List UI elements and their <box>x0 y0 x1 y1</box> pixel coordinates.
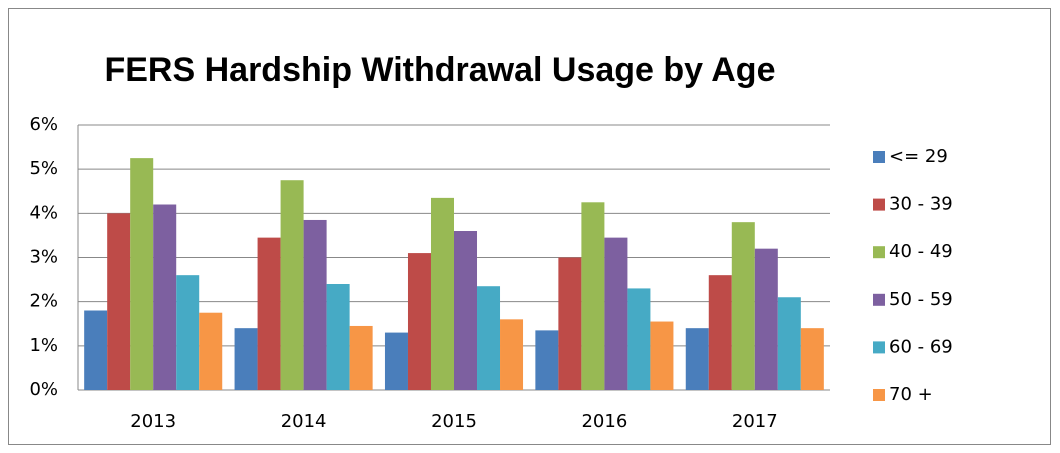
bar <box>708 275 732 390</box>
y-tick-label: 5% <box>29 158 58 179</box>
x-tick-label: 2016 <box>581 411 627 432</box>
legend-label: 60 - 69 <box>889 336 953 357</box>
bar <box>407 253 431 390</box>
x-tick-label: 2017 <box>732 411 778 432</box>
y-tick-label: 0% <box>29 379 58 400</box>
bar <box>604 237 628 390</box>
bar <box>303 219 327 390</box>
bar <box>326 284 350 390</box>
y-tick-label: 1% <box>29 335 58 356</box>
bar <box>257 237 281 390</box>
y-tick-label: 3% <box>29 247 58 268</box>
bar <box>234 328 258 390</box>
y-tick-label: 2% <box>29 291 58 312</box>
x-tick-label: 2015 <box>431 411 477 432</box>
chart-title: FERS Hardship Withdrawal Usage by Age <box>104 51 775 89</box>
bar <box>731 222 755 390</box>
bar <box>477 286 501 390</box>
bar <box>454 231 478 390</box>
x-tick-label: 2014 <box>281 411 327 432</box>
legend-label: 70 + <box>889 384 933 405</box>
bar <box>500 319 524 390</box>
legend-swatch <box>873 246 885 259</box>
legend-swatch <box>873 151 885 163</box>
bar <box>558 257 582 390</box>
bar <box>280 180 304 390</box>
bar <box>581 202 605 390</box>
bar <box>685 328 709 390</box>
legend-swatch <box>873 198 885 211</box>
bar <box>627 288 651 390</box>
legend-swatch <box>873 293 885 306</box>
bar <box>84 310 108 390</box>
bar <box>349 325 373 390</box>
bar <box>107 213 131 390</box>
legend-label: <= 29 <box>889 146 948 167</box>
bar <box>430 197 454 390</box>
legend-swatch <box>873 341 885 354</box>
bar <box>384 332 408 390</box>
y-tick-label: 6% <box>29 114 58 135</box>
bar <box>754 248 778 390</box>
legend-label: 50 - 59 <box>889 289 953 310</box>
bar <box>800 328 824 390</box>
bar <box>777 297 801 390</box>
bar <box>153 204 177 390</box>
x-tick-label: 2013 <box>130 411 176 432</box>
bar <box>130 158 154 390</box>
y-tick-label: 4% <box>29 202 58 223</box>
bar <box>199 312 223 390</box>
legend-label: 30 - 39 <box>889 194 953 215</box>
bar <box>535 330 559 390</box>
legend-swatch <box>873 389 885 401</box>
legend-label: 40 - 49 <box>889 241 953 262</box>
bar <box>650 321 674 390</box>
bar <box>176 275 200 390</box>
